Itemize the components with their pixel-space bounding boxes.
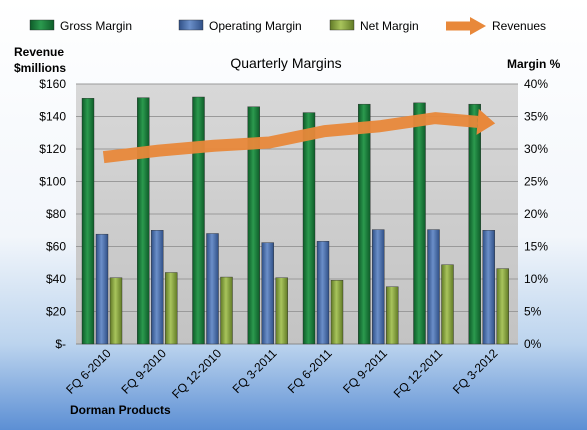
bar-operating-margin-fq-6-2011 [316,241,330,345]
bar-operating-margin-fq-9-2011 [372,229,385,345]
bar-gross-margin-fq-3-2012 [468,103,481,345]
left-tick-label: $100 [39,175,66,189]
bar-gross-margin-fq-6-2011 [302,112,316,345]
left-tick-label: $60 [46,240,66,254]
legend-label-operating-margin: Operating Margin [209,19,302,33]
bar-net-margin-fq-12-2010 [220,276,233,345]
left-axis-ticks: $- $20 $40 $60 $80 $100 $120 $140 $160 [39,77,66,351]
left-tick-label: $80 [46,207,66,221]
legend-label-net-margin: Net Margin [360,19,419,33]
right-tick-label: 10% [524,272,548,286]
left-tick-label: $- [55,337,66,351]
legend-swatch-operating-margin [178,19,204,31]
right-tick-label: 5% [524,305,542,319]
left-tick-label: $160 [39,77,66,91]
bar-operating-margin-fq-6-2010 [95,233,109,345]
bar-net-margin-fq-6-2010 [109,277,123,345]
bar-operating-margin-fq-3-2012 [482,230,495,345]
right-tick-label: 40% [524,77,548,91]
revenues-arrowhead [476,108,496,135]
bar-gross-margin-fq-3-2011 [247,106,260,345]
legend-swatch-net-margin [329,19,355,31]
right-axis-title: Margin % [507,57,561,71]
bar-operating-margin-fq-9-2010 [151,230,164,345]
left-tick-label: $40 [46,272,66,286]
bar-gross-margin-fq-12-2010 [192,96,205,345]
right-tick-label: 0% [524,337,542,351]
right-tick-label: 30% [524,142,548,156]
bar-gross-margin-fq-9-2011 [358,103,371,345]
right-axis-ticks: 0% 5% 10% 15% 20% 25% 30% 35% 40% [524,77,548,351]
revenues-line [102,112,479,164]
revenue-line-layer [102,108,496,164]
bar-gross-margin-fq-9-2010 [137,97,150,345]
legend-label-revenues: Revenues [492,19,546,33]
bars [81,96,509,345]
legend-swatch-gross-margin [29,19,55,31]
left-tick-label: $120 [39,142,66,156]
bar-net-margin-fq-12-2011 [441,264,454,345]
left-tick-label: $20 [46,305,66,319]
legend-arrowhead [470,17,486,35]
bar-gross-margin-fq-6-2010 [81,98,95,345]
right-tick-label: 25% [524,175,548,189]
left-axis-title: Revenue $millions [14,45,66,75]
left-tick-label: $140 [39,110,66,124]
right-tick-label: 15% [524,240,548,254]
legend-label-gross-margin: Gross Margin [60,19,132,33]
bar-operating-margin-fq-12-2011 [427,229,440,345]
legend: Gross Margin Operating Margin Net Margin Re… [29,17,546,35]
chart-title: Quarterly Margins [230,55,341,71]
bar-operating-margin-fq-3-2011 [261,242,274,345]
bar-operating-margin-fq-12-2010 [206,233,219,345]
bar-net-margin-fq-3-2011 [275,277,288,345]
bar-gross-margin-fq-12-2011 [413,102,426,345]
bar-net-margin-fq-9-2011 [386,286,399,345]
bar-net-margin-fq-3-2012 [496,268,509,345]
right-tick-label: 20% [524,207,548,221]
bar-net-margin-fq-6-2011 [330,280,344,345]
footer-label: Dorman Products [70,403,171,417]
bar-net-margin-fq-9-2010 [165,272,178,345]
right-tick-label: 35% [524,110,548,124]
